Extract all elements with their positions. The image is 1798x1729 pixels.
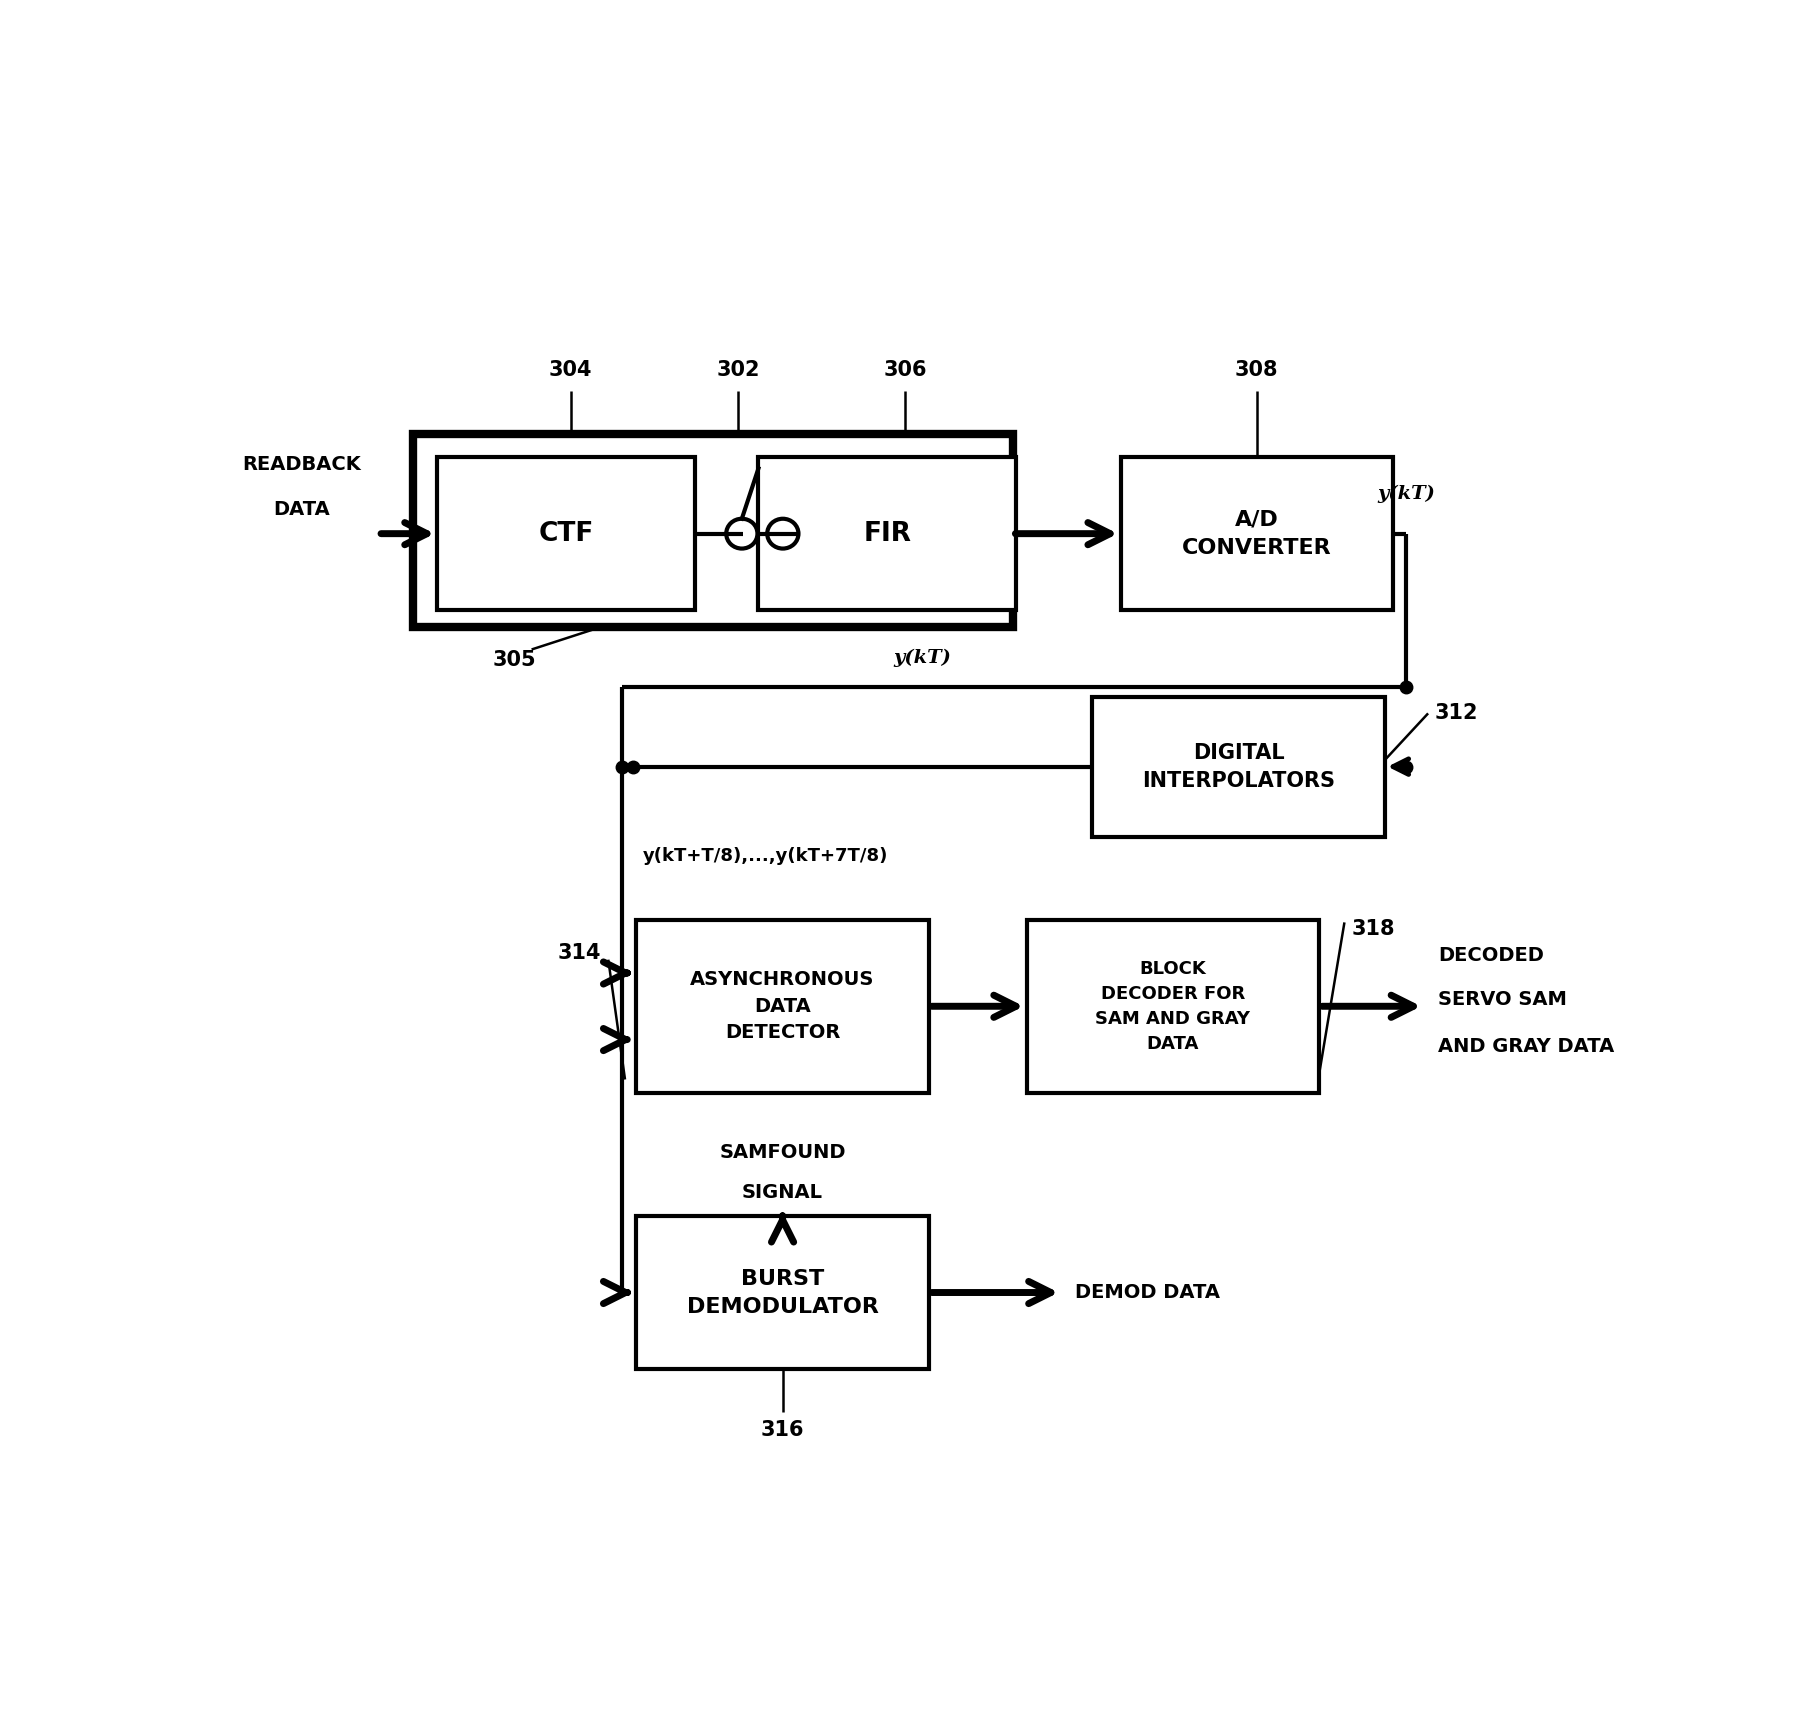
Text: 314: 314	[557, 942, 601, 963]
Bar	[757, 456, 1016, 610]
Text: FIR: FIR	[863, 520, 910, 546]
Text: 318: 318	[1350, 920, 1393, 939]
Bar	[1120, 456, 1392, 610]
Text: 308: 308	[1233, 360, 1278, 380]
Text: BURST
DEMODULATOR: BURST DEMODULATOR	[687, 1269, 877, 1316]
Bar	[636, 920, 928, 1093]
Text: BLOCK
DECODER FOR
SAM AND GRAY
DATA: BLOCK DECODER FOR SAM AND GRAY DATA	[1095, 960, 1250, 1053]
Text: AND GRAY DATA: AND GRAY DATA	[1437, 1037, 1613, 1056]
Text: DIGITAL
INTERPOLATORS: DIGITAL INTERPOLATORS	[1142, 743, 1334, 790]
Text: A/D
CONVERTER: A/D CONVERTER	[1181, 510, 1331, 558]
Text: ASYNCHRONOUS
DATA
DETECTOR: ASYNCHRONOUS DATA DETECTOR	[690, 970, 874, 1043]
Text: y(kT): y(kT)	[1377, 484, 1435, 503]
Text: y(kT+T/8),...,y(kT+7T/8): y(kT+T/8),...,y(kT+7T/8)	[644, 847, 888, 864]
Bar	[414, 434, 1012, 628]
Text: 312: 312	[1435, 704, 1478, 723]
Text: DECODED: DECODED	[1437, 946, 1543, 965]
Bar	[437, 456, 696, 610]
Bar	[1027, 920, 1318, 1093]
Text: SIGNAL: SIGNAL	[741, 1183, 823, 1202]
Text: y(kT): y(kT)	[892, 648, 951, 667]
Text: READBACK: READBACK	[243, 455, 361, 474]
Text: 302: 302	[716, 360, 759, 380]
Text: 316: 316	[761, 1420, 804, 1440]
Text: SERVO SAM: SERVO SAM	[1437, 991, 1566, 1010]
Text: SAMFOUND: SAMFOUND	[719, 1143, 845, 1162]
Text: DEMOD DATA: DEMOD DATA	[1075, 1283, 1219, 1302]
Text: DATA: DATA	[273, 500, 329, 519]
Text: 306: 306	[883, 360, 926, 380]
Text: 304: 304	[548, 360, 592, 380]
Text: CTF: CTF	[538, 520, 593, 546]
Bar	[1091, 697, 1384, 837]
Text: 305: 305	[493, 650, 536, 671]
Bar	[636, 1215, 928, 1369]
